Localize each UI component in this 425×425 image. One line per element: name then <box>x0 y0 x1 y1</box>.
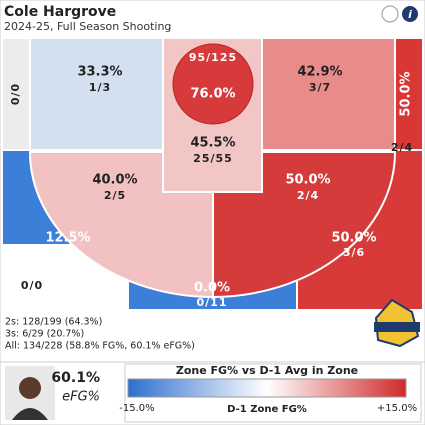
zone <box>394 37 424 151</box>
zone-frac: 2/5 <box>104 189 126 202</box>
zone <box>29 37 164 153</box>
zone-pct: 33.3% <box>77 65 122 80</box>
zone <box>261 37 396 153</box>
summary-line: 2s: 128/199 (64.3%) <box>5 317 102 328</box>
player-photo-body <box>12 408 48 420</box>
zone-frac: 2/4 <box>297 189 319 202</box>
zone-pct: 50.0% <box>399 71 414 116</box>
zone-pct: 50.0% <box>331 231 376 246</box>
legend-title: Zone FG% vs D-1 Avg in Zone <box>176 364 358 377</box>
summary-line: All: 134/228 (58.8% FG%, 60.1% eFG%) <box>5 341 195 352</box>
zone-pct: 76.0% <box>190 87 235 102</box>
zone <box>172 43 254 125</box>
court <box>1 37 424 311</box>
zone-frac: 0/0 <box>21 279 43 292</box>
summary-line: 3s: 6/29 (20.7%) <box>5 329 84 340</box>
zone-pct: 42.9% <box>297 65 342 80</box>
zone-frac: 1/8 <box>57 246 79 259</box>
subtitle: 2024-25, Full Season Shooting <box>4 20 171 33</box>
zone-frac: 3/6 <box>343 246 365 259</box>
zone-frac: 3/7 <box>309 81 331 94</box>
legend-center: D-1 Zone FG% <box>227 404 307 415</box>
zone-pct: 12.5% <box>45 231 90 246</box>
title: Cole Hargrove <box>4 4 116 20</box>
zone <box>1 37 31 151</box>
zone-pct: 45.5% <box>190 136 235 151</box>
zone-pct: 50.0% <box>285 173 330 188</box>
zone-frac: 1/3 <box>89 81 111 94</box>
legend-min: -15.0% <box>119 403 154 414</box>
zone-frac: 95/125 <box>189 51 237 64</box>
zone-frac: 0/11 <box>197 296 228 309</box>
zone-pct: 0.0% <box>194 281 230 296</box>
efg-value: 60.1% <box>51 370 100 386</box>
legend-max: +15.0% <box>377 403 417 414</box>
player-photo-head <box>19 377 41 399</box>
team-logo <box>374 298 420 348</box>
zone-pct: 40.0% <box>92 173 137 188</box>
zone-frac: 0/0 <box>9 83 22 105</box>
toggle-icon[interactable] <box>381 5 399 23</box>
zone-frac: 25/55 <box>193 152 233 165</box>
info-glyph: i <box>408 8 412 21</box>
legend-bar <box>127 378 407 398</box>
zone-frac: 2/4 <box>391 141 413 154</box>
info-icon[interactable] <box>402 6 418 22</box>
efg-label: eFG% <box>62 390 100 405</box>
